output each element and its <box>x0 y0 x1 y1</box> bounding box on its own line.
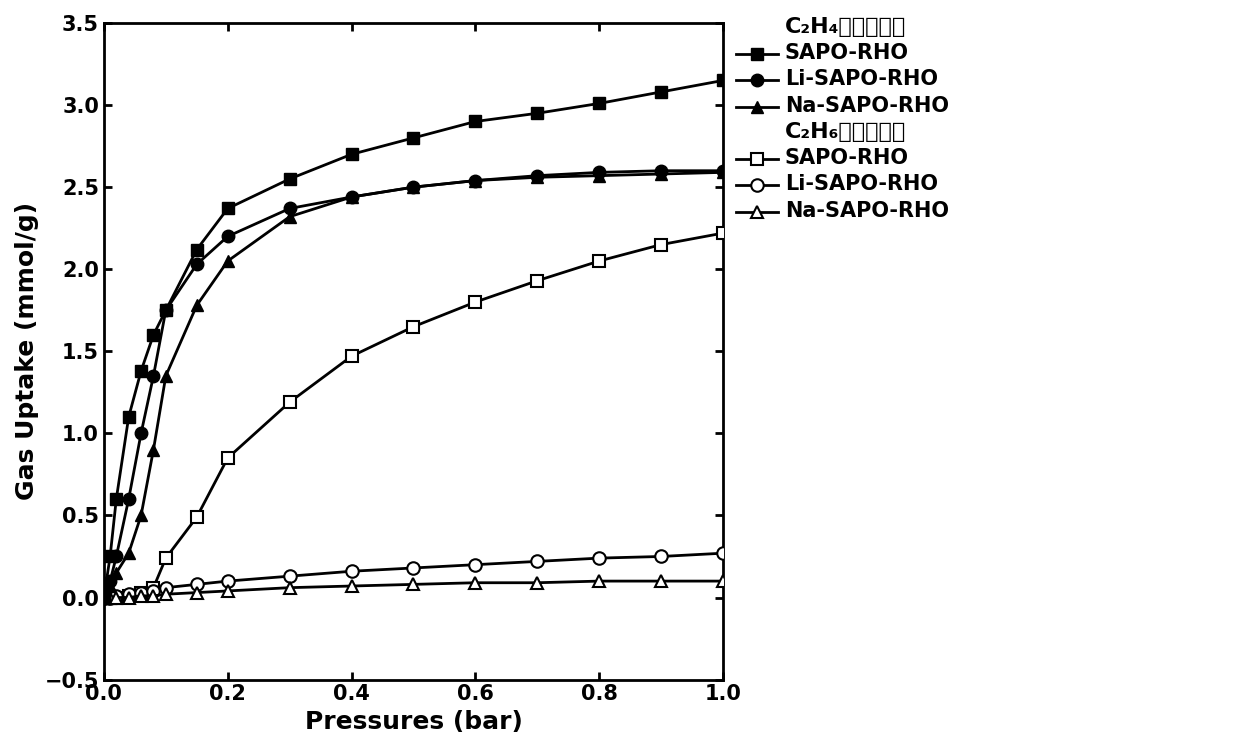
Y-axis label: Gas Uptake (mmol/g): Gas Uptake (mmol/g) <box>15 202 38 500</box>
Legend: C₂H₄吸附等温线, SAPO-RHO, Li-SAPO-RHO, Na-SAPO-RHO, C₂H₆吸附等温线, SAPO-RHO, Li-SAPO-RHO,: C₂H₄吸附等温线, SAPO-RHO, Li-SAPO-RHO, Na-SAP… <box>737 16 949 220</box>
X-axis label: Pressures (bar): Pressures (bar) <box>305 710 522 734</box>
